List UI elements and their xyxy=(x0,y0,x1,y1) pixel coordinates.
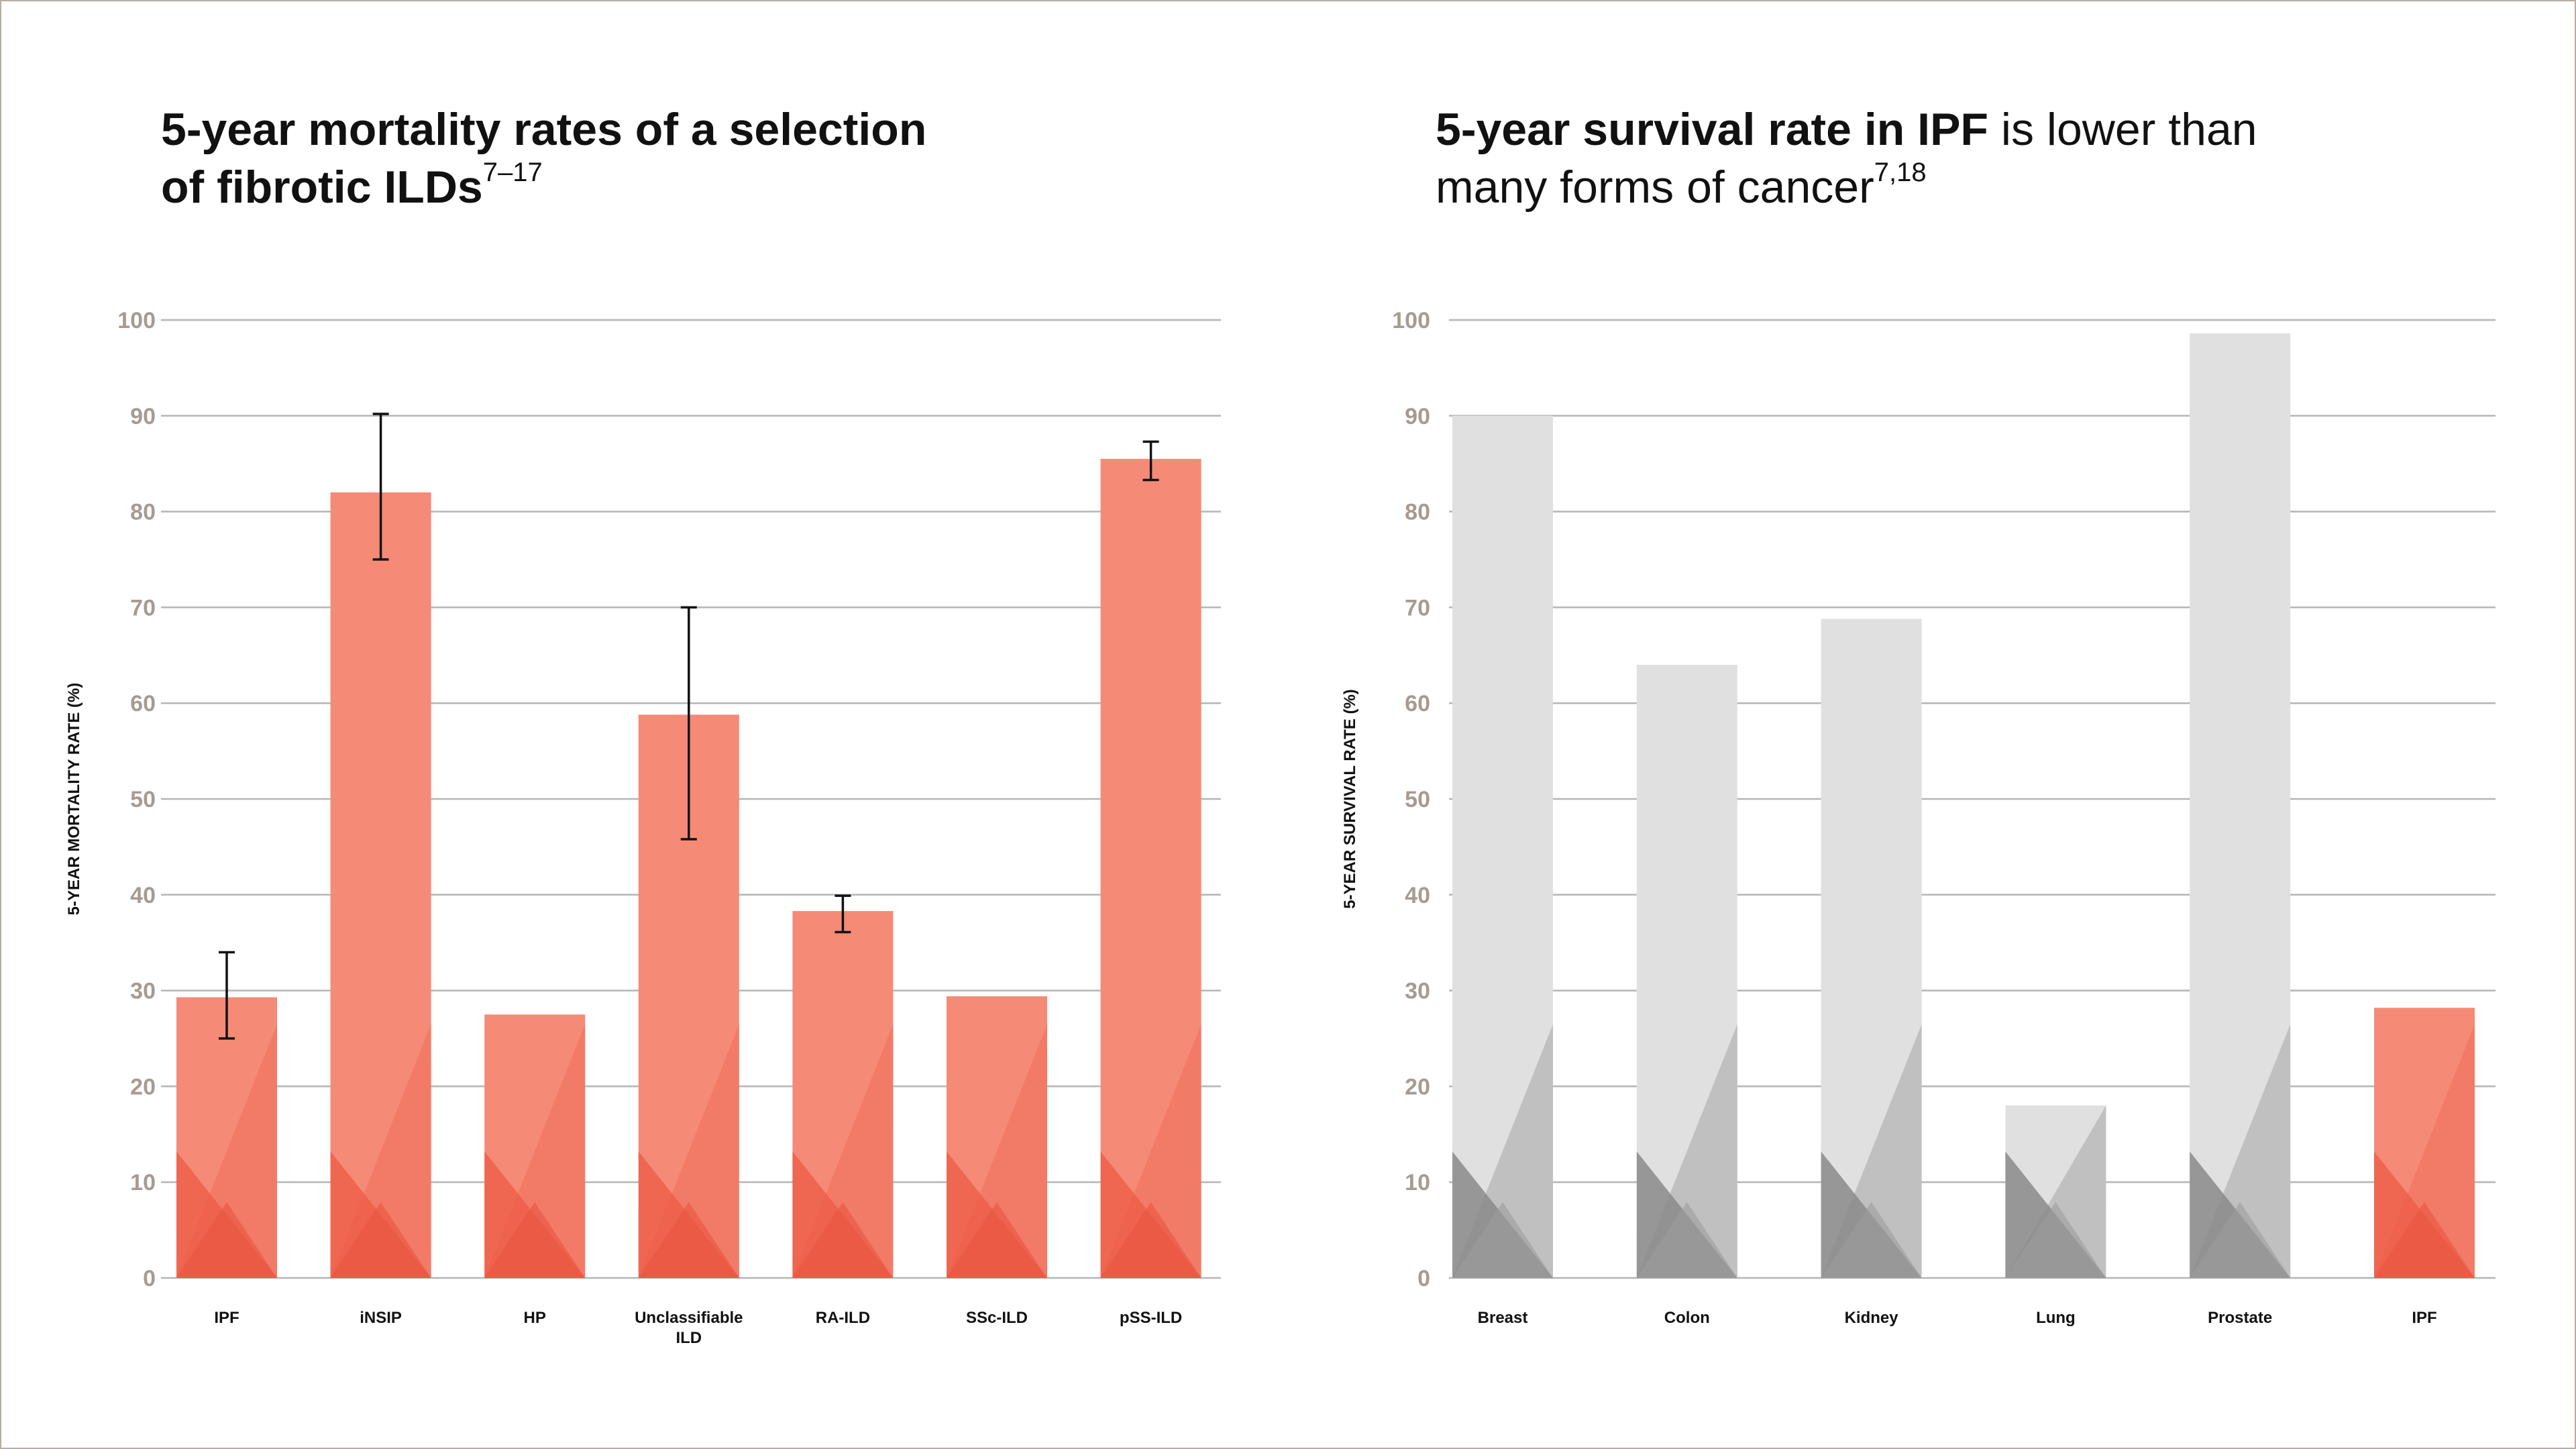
y-tick-label: 70 xyxy=(130,595,156,621)
bar-colon xyxy=(1636,665,1737,1278)
y-tick-label: 30 xyxy=(130,979,156,1004)
y-tick-label: 10 xyxy=(130,1170,156,1195)
bar-facet-mid xyxy=(176,1201,277,1278)
mortality-bar-chart: 0 10 20 30 40 50 60 70 80 90 100 5-YEAR MORTALITY R… xyxy=(65,308,1221,1347)
y-tick-label: 10 xyxy=(1405,1170,1430,1195)
bar-facet-mid xyxy=(1821,1201,1922,1278)
x-tick-label: Kidney xyxy=(1845,1309,1899,1327)
bar-ipf xyxy=(176,951,277,1278)
bar-facet-mid xyxy=(1636,1201,1737,1278)
y-tick-label: 80 xyxy=(130,500,156,525)
bar-ra-ild xyxy=(792,894,894,1278)
y-tick-label: 0 xyxy=(1417,1266,1430,1291)
left-title-line1: 5-year mortality rates of a selection xyxy=(161,104,927,155)
right-title-bold: 5-year survival rate in IPF xyxy=(1436,104,1988,155)
bar-facet-mid xyxy=(792,1201,894,1278)
x-tick-label: iNSIP xyxy=(360,1309,402,1327)
bar-ssc-ild xyxy=(947,996,1047,1278)
right-title-reference: 7,18 xyxy=(1874,158,1927,187)
y-tick-label: 90 xyxy=(1405,404,1430,429)
bar-facet-mid xyxy=(2005,1201,2106,1278)
x-tick-label: Unclassifiable xyxy=(635,1309,743,1327)
bar-facet-light xyxy=(638,1024,739,1278)
right-title-line2: many forms of cancer xyxy=(1436,162,1874,213)
bar-ipf xyxy=(2374,1008,2475,1278)
y-tick-label: 90 xyxy=(130,404,156,429)
x-tick-label: SSc-ILD xyxy=(966,1309,1028,1327)
x-tick-label: pSS-ILD xyxy=(1120,1309,1182,1327)
bar-insip xyxy=(330,413,431,1278)
y-tick-label: 60 xyxy=(130,691,156,716)
bar-facet-mid xyxy=(1100,1201,1201,1278)
bar-lung xyxy=(2005,1105,2106,1278)
bar-facet-mid xyxy=(484,1201,586,1278)
y-tick-label: 20 xyxy=(130,1074,156,1099)
bar-unclassifiable-ild xyxy=(638,606,739,1278)
y-tick-label: 0 xyxy=(143,1266,156,1291)
y-tick-label: 60 xyxy=(1405,691,1430,716)
right-title-rest: is lower than xyxy=(1988,104,2257,155)
y-tick-label: 40 xyxy=(1405,883,1430,908)
bar-facet-mid xyxy=(2374,1201,2475,1278)
bar-breast xyxy=(1452,415,1553,1278)
y-tick-label: 70 xyxy=(1405,595,1430,621)
y-tick-label: 80 xyxy=(1405,500,1430,525)
y-axis-label: 5-YEAR SURVIVAL RATE (%) xyxy=(1341,689,1359,909)
left-title-line2: of fibrotic ILDs xyxy=(161,162,483,213)
bar-hp xyxy=(484,1014,586,1278)
right-chart-title: 5-year survival rate in IPF is lower tha… xyxy=(1436,101,2509,216)
x-tick-label: IPF xyxy=(214,1309,239,1327)
survival-bar-chart: 0 10 20 30 40 50 60 70 80 90 100 5-YEAR SURVIVAL RA… xyxy=(1341,308,2496,1327)
y-tick-label: 50 xyxy=(130,787,156,812)
x-tick-label: RA-ILD xyxy=(816,1309,870,1327)
y-tick-label: 30 xyxy=(1405,979,1430,1004)
x-tick-label: ILD xyxy=(676,1329,702,1347)
left-chart-title: 5-year mortality rates of a selection of… xyxy=(161,101,1301,216)
bar-facet-mid xyxy=(2190,1201,2291,1278)
bar-facet-light xyxy=(2005,1105,2106,1278)
y-tick-label: 20 xyxy=(1405,1074,1430,1099)
y-tick-label: 100 xyxy=(117,308,156,333)
y-axis-label: 5-YEAR MORTALITY RATE (%) xyxy=(65,683,83,916)
bar-facet-mid xyxy=(330,1201,431,1278)
y-tick-label: 50 xyxy=(1405,787,1430,812)
bar-facet-mid xyxy=(1452,1201,1553,1278)
bar-facet-mid xyxy=(638,1201,739,1278)
bar-facet-light xyxy=(330,1024,431,1278)
x-tick-label: Breast xyxy=(1478,1309,1528,1327)
x-tick-label: IPF xyxy=(2412,1309,2436,1327)
x-tick-label: HP xyxy=(524,1309,546,1327)
y-tick-label: 40 xyxy=(130,883,156,908)
bar-pss-ild xyxy=(1100,440,1201,1278)
bar-kidney xyxy=(1821,619,1922,1278)
x-tick-label: Lung xyxy=(2036,1309,2076,1327)
bar-facet-mid xyxy=(947,1201,1047,1278)
x-tick-label: Prostate xyxy=(2208,1309,2272,1327)
x-tick-label: Colon xyxy=(1664,1309,1710,1327)
y-tick-label: 100 xyxy=(1392,308,1430,333)
left-title-reference: 7–17 xyxy=(482,158,543,187)
bar-prostate xyxy=(2190,333,2291,1279)
